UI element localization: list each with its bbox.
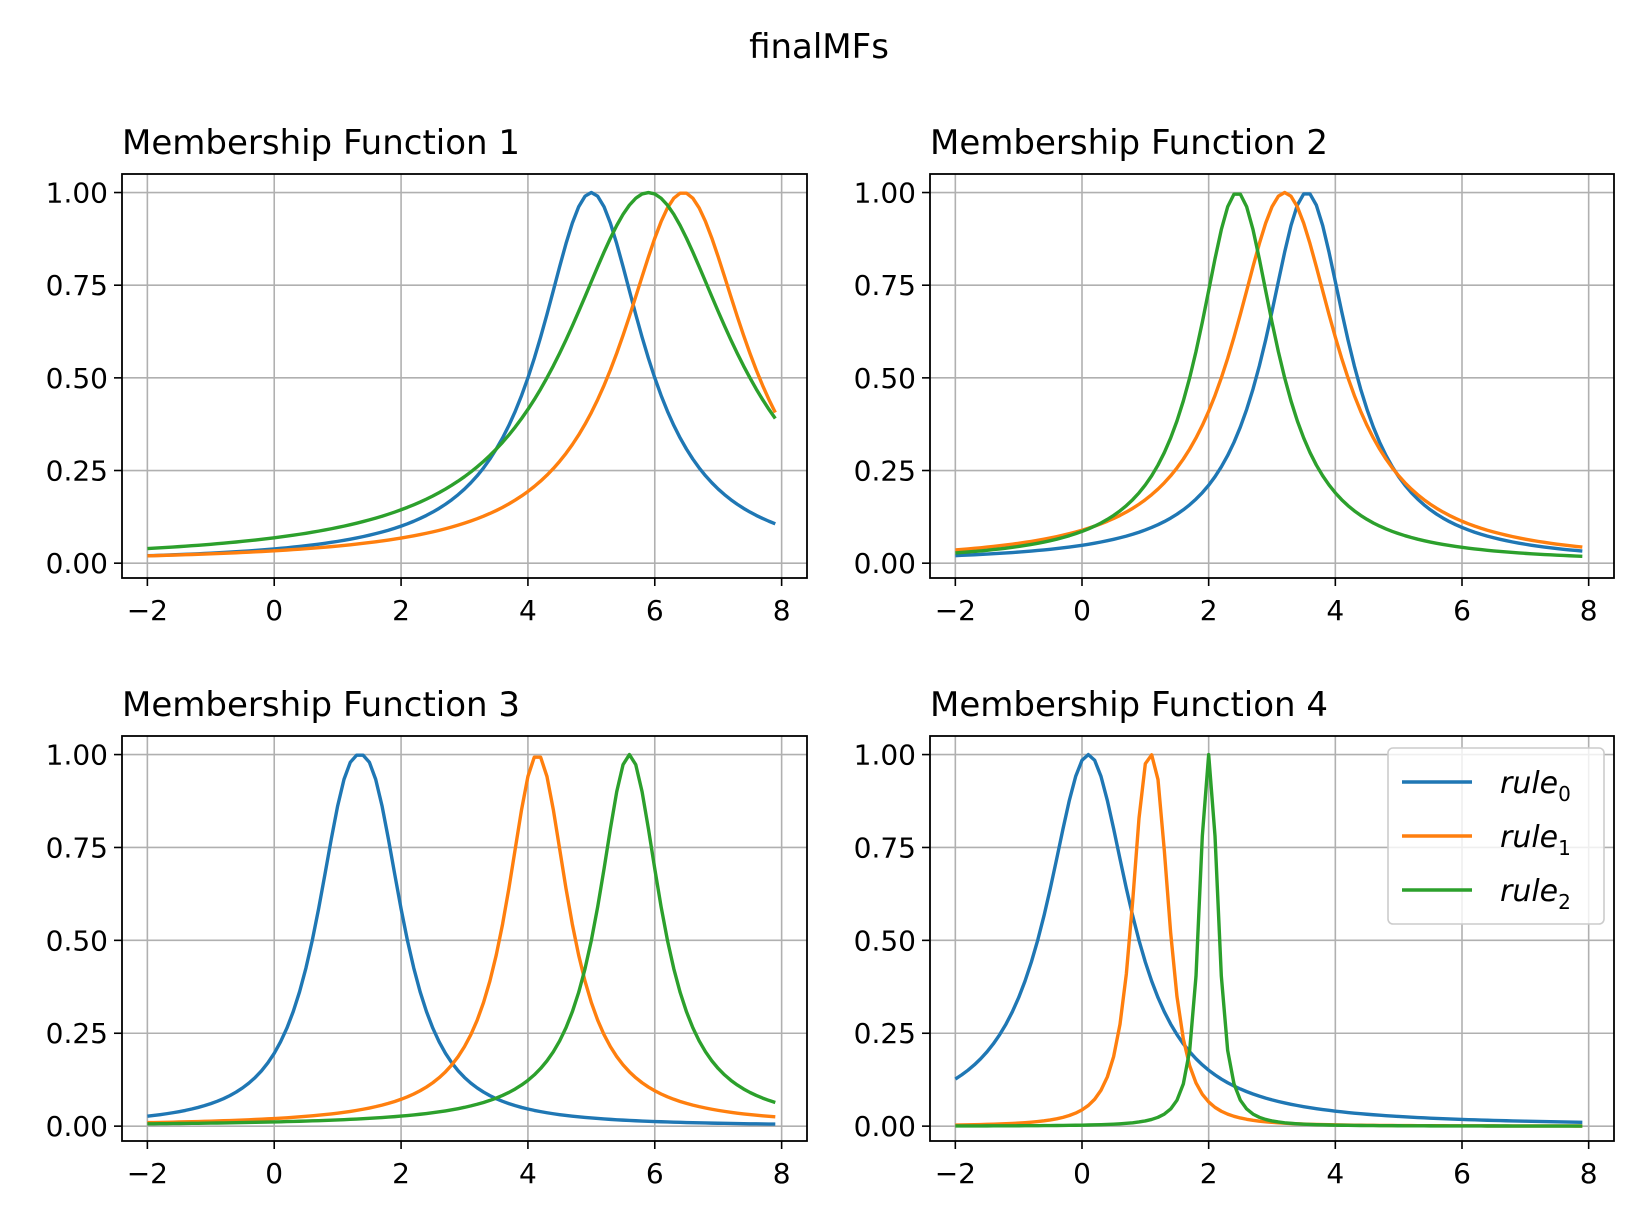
x-tick-label: −2 [127, 594, 168, 627]
subplot-4: −2 0 2 4 6 8 0.00 0.25 0.50 0.75 1.00 Membership Fu… [854, 685, 1615, 1190]
x-tick-label: 2 [392, 594, 410, 627]
figure-title: finalMFs [749, 27, 889, 67]
x-tick-label: 8 [773, 1157, 791, 1190]
y-tick-label: 1.00 [46, 177, 108, 210]
legend-label-base: rule [1500, 820, 1558, 855]
legend-label-subscript: 2 [1558, 890, 1571, 914]
y-tick-label: 0.75 [854, 831, 916, 864]
x-tick-label: 8 [1580, 1157, 1598, 1190]
y-tick-label: 0.75 [854, 269, 916, 302]
axes-frame [121, 735, 808, 1142]
legend-label-1: rule1 [1500, 820, 1571, 860]
y-tick-label: 0.50 [854, 924, 916, 957]
series-line-rule1 [147, 755, 776, 1125]
legend-frame [1387, 747, 1605, 925]
y-tick-label: 0.50 [854, 362, 916, 395]
axes-frame [929, 735, 1615, 1142]
x-tick-label: −2 [127, 1157, 168, 1190]
x-tick-label: 4 [1326, 594, 1344, 627]
x-tick-label: 8 [773, 594, 791, 627]
series-line-rule1 [955, 190, 1583, 552]
y-tick-label: 0.00 [46, 547, 108, 580]
y-tick-label: 1.00 [854, 177, 916, 210]
series-line-rule2 [955, 192, 1583, 558]
subplot-title: Membership Function 4 [930, 685, 1328, 725]
x-tick-label: 6 [646, 594, 664, 627]
subplot-title: Membership Function 1 [122, 123, 520, 163]
series-line-rule2 [147, 190, 777, 551]
x-tick-label: −2 [935, 594, 976, 627]
subplot-title: Membership Function 2 [930, 123, 1328, 163]
legend-label-base: rule [1500, 874, 1558, 909]
legend-label-0: rule0 [1500, 766, 1571, 806]
subplot-3: −2 0 2 4 6 8 0.00 0.25 0.50 0.75 1.00 Membership Fu… [46, 685, 808, 1190]
y-tick-label: 0.00 [46, 1110, 108, 1143]
subplot-title: Membership Function 3 [122, 685, 520, 725]
y-tick-label: 0.75 [46, 269, 108, 302]
y-tick-label: 0.25 [46, 455, 108, 488]
y-tick-label: 1.00 [46, 739, 108, 772]
legend-label-subscript: 0 [1558, 782, 1571, 806]
y-tick-label: 0.75 [46, 831, 108, 864]
series-line-rule1 [147, 191, 777, 558]
x-tick-label: 4 [519, 1157, 537, 1190]
x-tick-label: 0 [265, 1157, 283, 1190]
series-line-rule0 [147, 190, 776, 558]
x-tick-label: 2 [1200, 1157, 1218, 1190]
x-tick-label: −2 [935, 1157, 976, 1190]
x-tick-label: 0 [265, 594, 283, 627]
series-line-rule0 [955, 192, 1583, 558]
x-tick-label: 0 [1073, 1157, 1091, 1190]
series-line-rule0 [147, 753, 776, 1126]
y-tick-label: 0.25 [46, 1017, 108, 1050]
y-tick-label: 0.25 [854, 455, 916, 488]
x-tick-label: 6 [646, 1157, 664, 1190]
legend-label-subscript: 1 [1558, 836, 1571, 860]
subplot-1: −2 0 2 4 6 8 0.00 0.25 0.50 0.75 1.00 Membership Fu… [46, 123, 808, 627]
x-tick-label: 4 [519, 594, 537, 627]
x-tick-label: 6 [1453, 1157, 1471, 1190]
series-line-rule0 [954, 752, 1583, 1124]
legend-label-base: rule [1500, 766, 1558, 801]
legend-label-2: rule2 [1500, 874, 1571, 914]
y-tick-label: 0.00 [854, 547, 916, 580]
x-tick-label: 2 [392, 1157, 410, 1190]
y-tick-label: 0.50 [46, 924, 108, 957]
axes-frame [121, 173, 808, 579]
axes-frame [929, 173, 1615, 579]
x-tick-label: 4 [1326, 1157, 1344, 1190]
y-tick-label: 1.00 [854, 739, 916, 772]
x-tick-label: 6 [1453, 594, 1471, 627]
y-tick-label: 0.50 [46, 362, 108, 395]
y-tick-label: 0.00 [854, 1110, 916, 1143]
y-tick-label: 0.25 [854, 1017, 916, 1050]
subplot-2: −2 0 2 4 6 8 0.00 0.25 0.50 0.75 1.00 Membership Fu… [854, 123, 1615, 627]
series-line-rule2 [955, 752, 1583, 1128]
series-line-rule2 [147, 752, 776, 1126]
x-tick-label: 0 [1073, 594, 1091, 627]
x-tick-label: 2 [1200, 594, 1218, 627]
x-tick-label: 8 [1580, 594, 1598, 627]
